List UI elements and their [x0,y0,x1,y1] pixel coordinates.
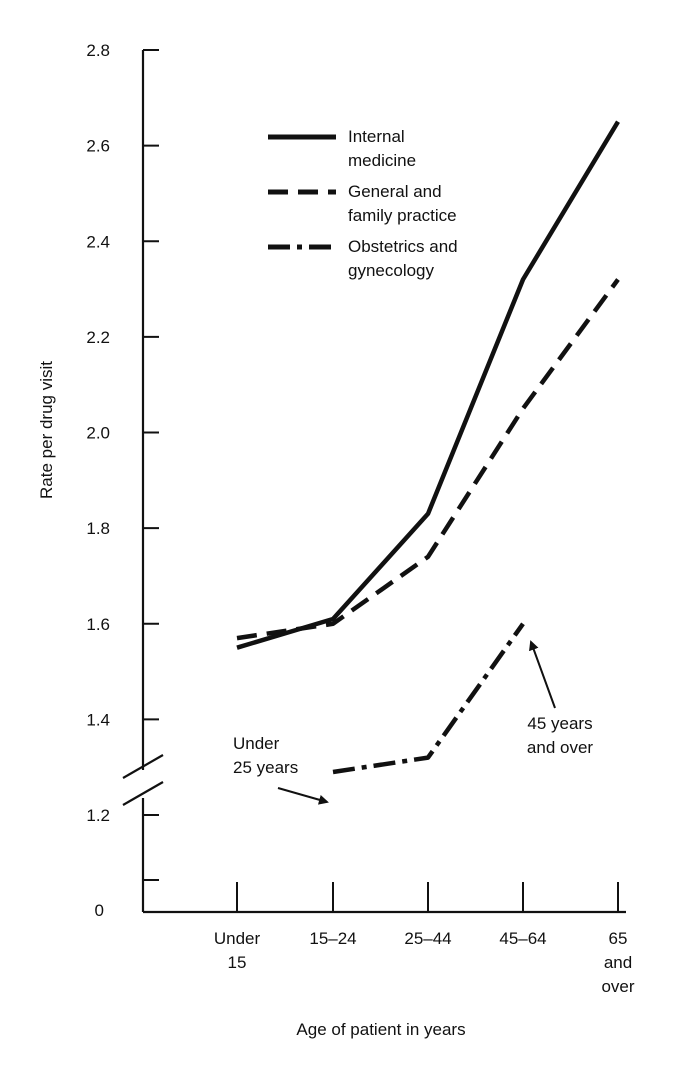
x-tick-label: over [601,977,634,996]
annotation-label: and over [527,738,593,757]
annotation-label: 45 years [527,714,592,733]
legend-label: medicine [348,151,416,170]
annotation-label: 25 years [233,758,298,777]
y-tick-label: 2.6 [86,137,110,156]
axis-break-mark [122,754,164,806]
x-tick-label: 65 [609,929,628,948]
x-tick-label: 15–24 [309,929,356,948]
legend: Internal medicine General and family practi… [268,127,458,280]
y-axis-ticks: 1.2 1.4 1.6 1.8 2.0 2.2 2.4 2.6 2.8 0 [86,41,159,920]
series-line-dashed [236,278,620,641]
annotation-arrow [277,787,329,805]
x-axis-ticks: Under 15 15–24 25–44 45–64 65 and over [214,882,635,996]
y-tick-label: 2.4 [86,232,110,251]
y-tick-label: 1.2 [86,806,110,825]
y-tick-label: 1.8 [86,519,110,538]
annotation-label: Under [233,734,280,753]
y-tick-label: 1.4 [86,710,110,729]
legend-label: gynecology [348,261,435,280]
series-lines [236,120,620,775]
y-tick-label-zero: 0 [95,901,104,920]
x-tick-label: and [604,953,632,972]
series-line-dashdot [332,622,525,775]
y-tick-label: 2.2 [86,328,110,347]
axes: 1.2 1.4 1.6 1.8 2.0 2.2 2.4 2.6 2.8 0 Under 15 15–2… [86,41,635,996]
y-tick-label: 2.0 [86,424,110,443]
x-tick-label: 25–44 [404,929,451,948]
y-tick-label: 2.8 [86,41,110,60]
x-tick-label: 45–64 [499,929,546,948]
x-axis-title: Age of patient in years [296,1020,465,1039]
y-tick-label: 1.6 [86,615,110,634]
axis-break-line [122,754,164,779]
legend-label: General and [348,182,442,201]
annotations: Under 25 years 45 years and over [233,640,593,805]
x-tick-label: 15 [228,953,247,972]
annotation-arrow [529,640,556,709]
legend-label: Obstetrics and [348,237,458,256]
x-tick-label: Under [214,929,261,948]
legend-label: family practice [348,206,457,225]
axis-break-line [122,781,164,806]
y-axis-title: Rate per drug visit [37,361,56,499]
legend-label: Internal [348,127,405,146]
